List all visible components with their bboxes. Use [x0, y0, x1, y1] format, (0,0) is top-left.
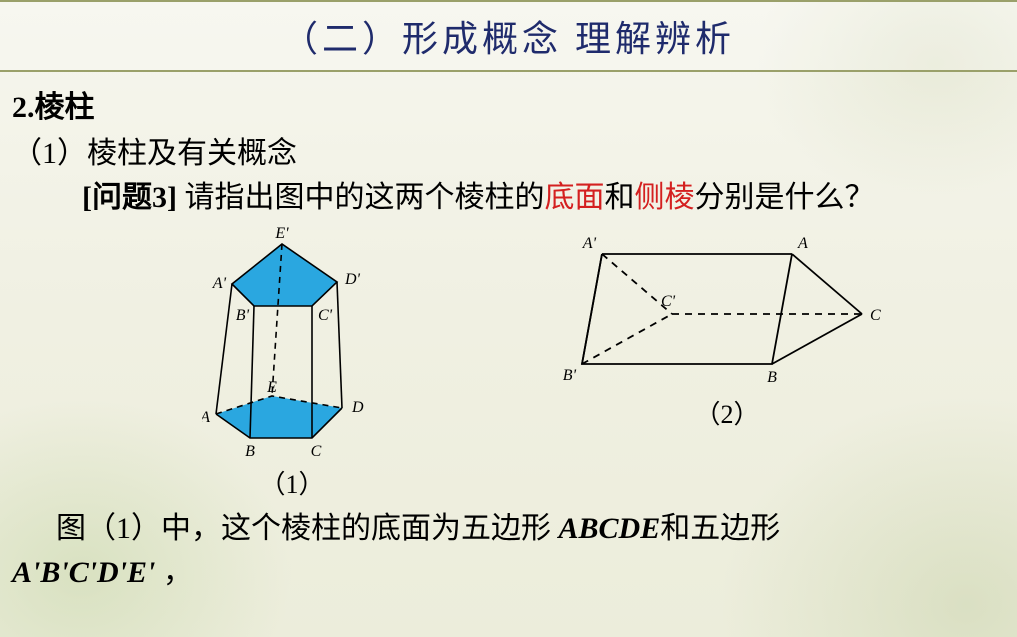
answer-1-tail: 和五边形 — [660, 512, 780, 545]
question-tail: 分别是什么？ — [694, 181, 874, 214]
svg-text:C: C — [311, 443, 322, 460]
svg-text:C': C' — [318, 307, 333, 324]
svg-text:A': A' — [212, 275, 227, 292]
svg-text:E: E — [266, 379, 277, 396]
answer-2-tail: ， — [163, 556, 193, 589]
question-label: [问题3] — [82, 181, 184, 214]
figure-row: E' A' B' C' D' A B C D E （1） — [202, 224, 1005, 501]
svg-text:D: D — [351, 399, 364, 416]
svg-text:B': B' — [236, 307, 250, 324]
figure-1-caption: （1） — [259, 464, 324, 501]
answer-1-text: 图（1）中，这个棱柱的底面为五边形 — [56, 512, 559, 545]
figure-2-caption: （2） — [694, 394, 759, 431]
svg-text:A: A — [202, 409, 210, 426]
title-bar: （二）形成概念 理解辨析 — [0, 0, 1017, 72]
figure-1: E' A' B' C' D' A B C D E （1） — [202, 224, 382, 501]
answer-line-2: A'B'C'D'E' ， — [12, 551, 1005, 595]
answer-2-italic: A'B'C'D'E' — [12, 556, 163, 589]
svg-text:E': E' — [274, 225, 289, 242]
svg-text:C: C — [870, 307, 881, 324]
svg-text:B: B — [767, 369, 777, 386]
prism-pentagonal-svg: E' A' B' C' D' A B C D E — [202, 224, 382, 464]
svg-text:D': D' — [344, 271, 361, 288]
heading-2: 2.棱柱 — [12, 86, 1005, 130]
prism-triangular-svg: A' A B' B C' C — [562, 224, 892, 394]
svg-text:A': A' — [582, 235, 597, 252]
svg-text:C': C' — [661, 293, 676, 310]
page-title: （二）形成概念 理解辨析 — [282, 10, 735, 62]
answer-1-italic: ABCDE — [559, 512, 661, 545]
svg-text:A: A — [797, 235, 808, 252]
question-line: [问题3] 请指出图中的这两个棱柱的底面和侧棱分别是什么？ — [12, 176, 1005, 220]
svg-text:B: B — [245, 443, 255, 460]
heading-3: （1）棱柱及有关概念 — [12, 132, 1005, 176]
question-key1: 底面 — [544, 181, 604, 214]
svg-text:B': B' — [563, 367, 577, 384]
figure-2: A' A B' B C' C （2） — [562, 224, 892, 501]
question-key2: 侧棱 — [634, 181, 694, 214]
question-mid: 和 — [604, 181, 634, 214]
answer-line-1: 图（1）中，这个棱柱的底面为五边形 ABCDE和五边形 — [12, 507, 1005, 551]
content: 2.棱柱 （1）棱柱及有关概念 [问题3] 请指出图中的这两个棱柱的底面和侧棱分… — [0, 72, 1017, 595]
question-body: 请指出图中的这两个棱柱的 — [184, 181, 544, 214]
